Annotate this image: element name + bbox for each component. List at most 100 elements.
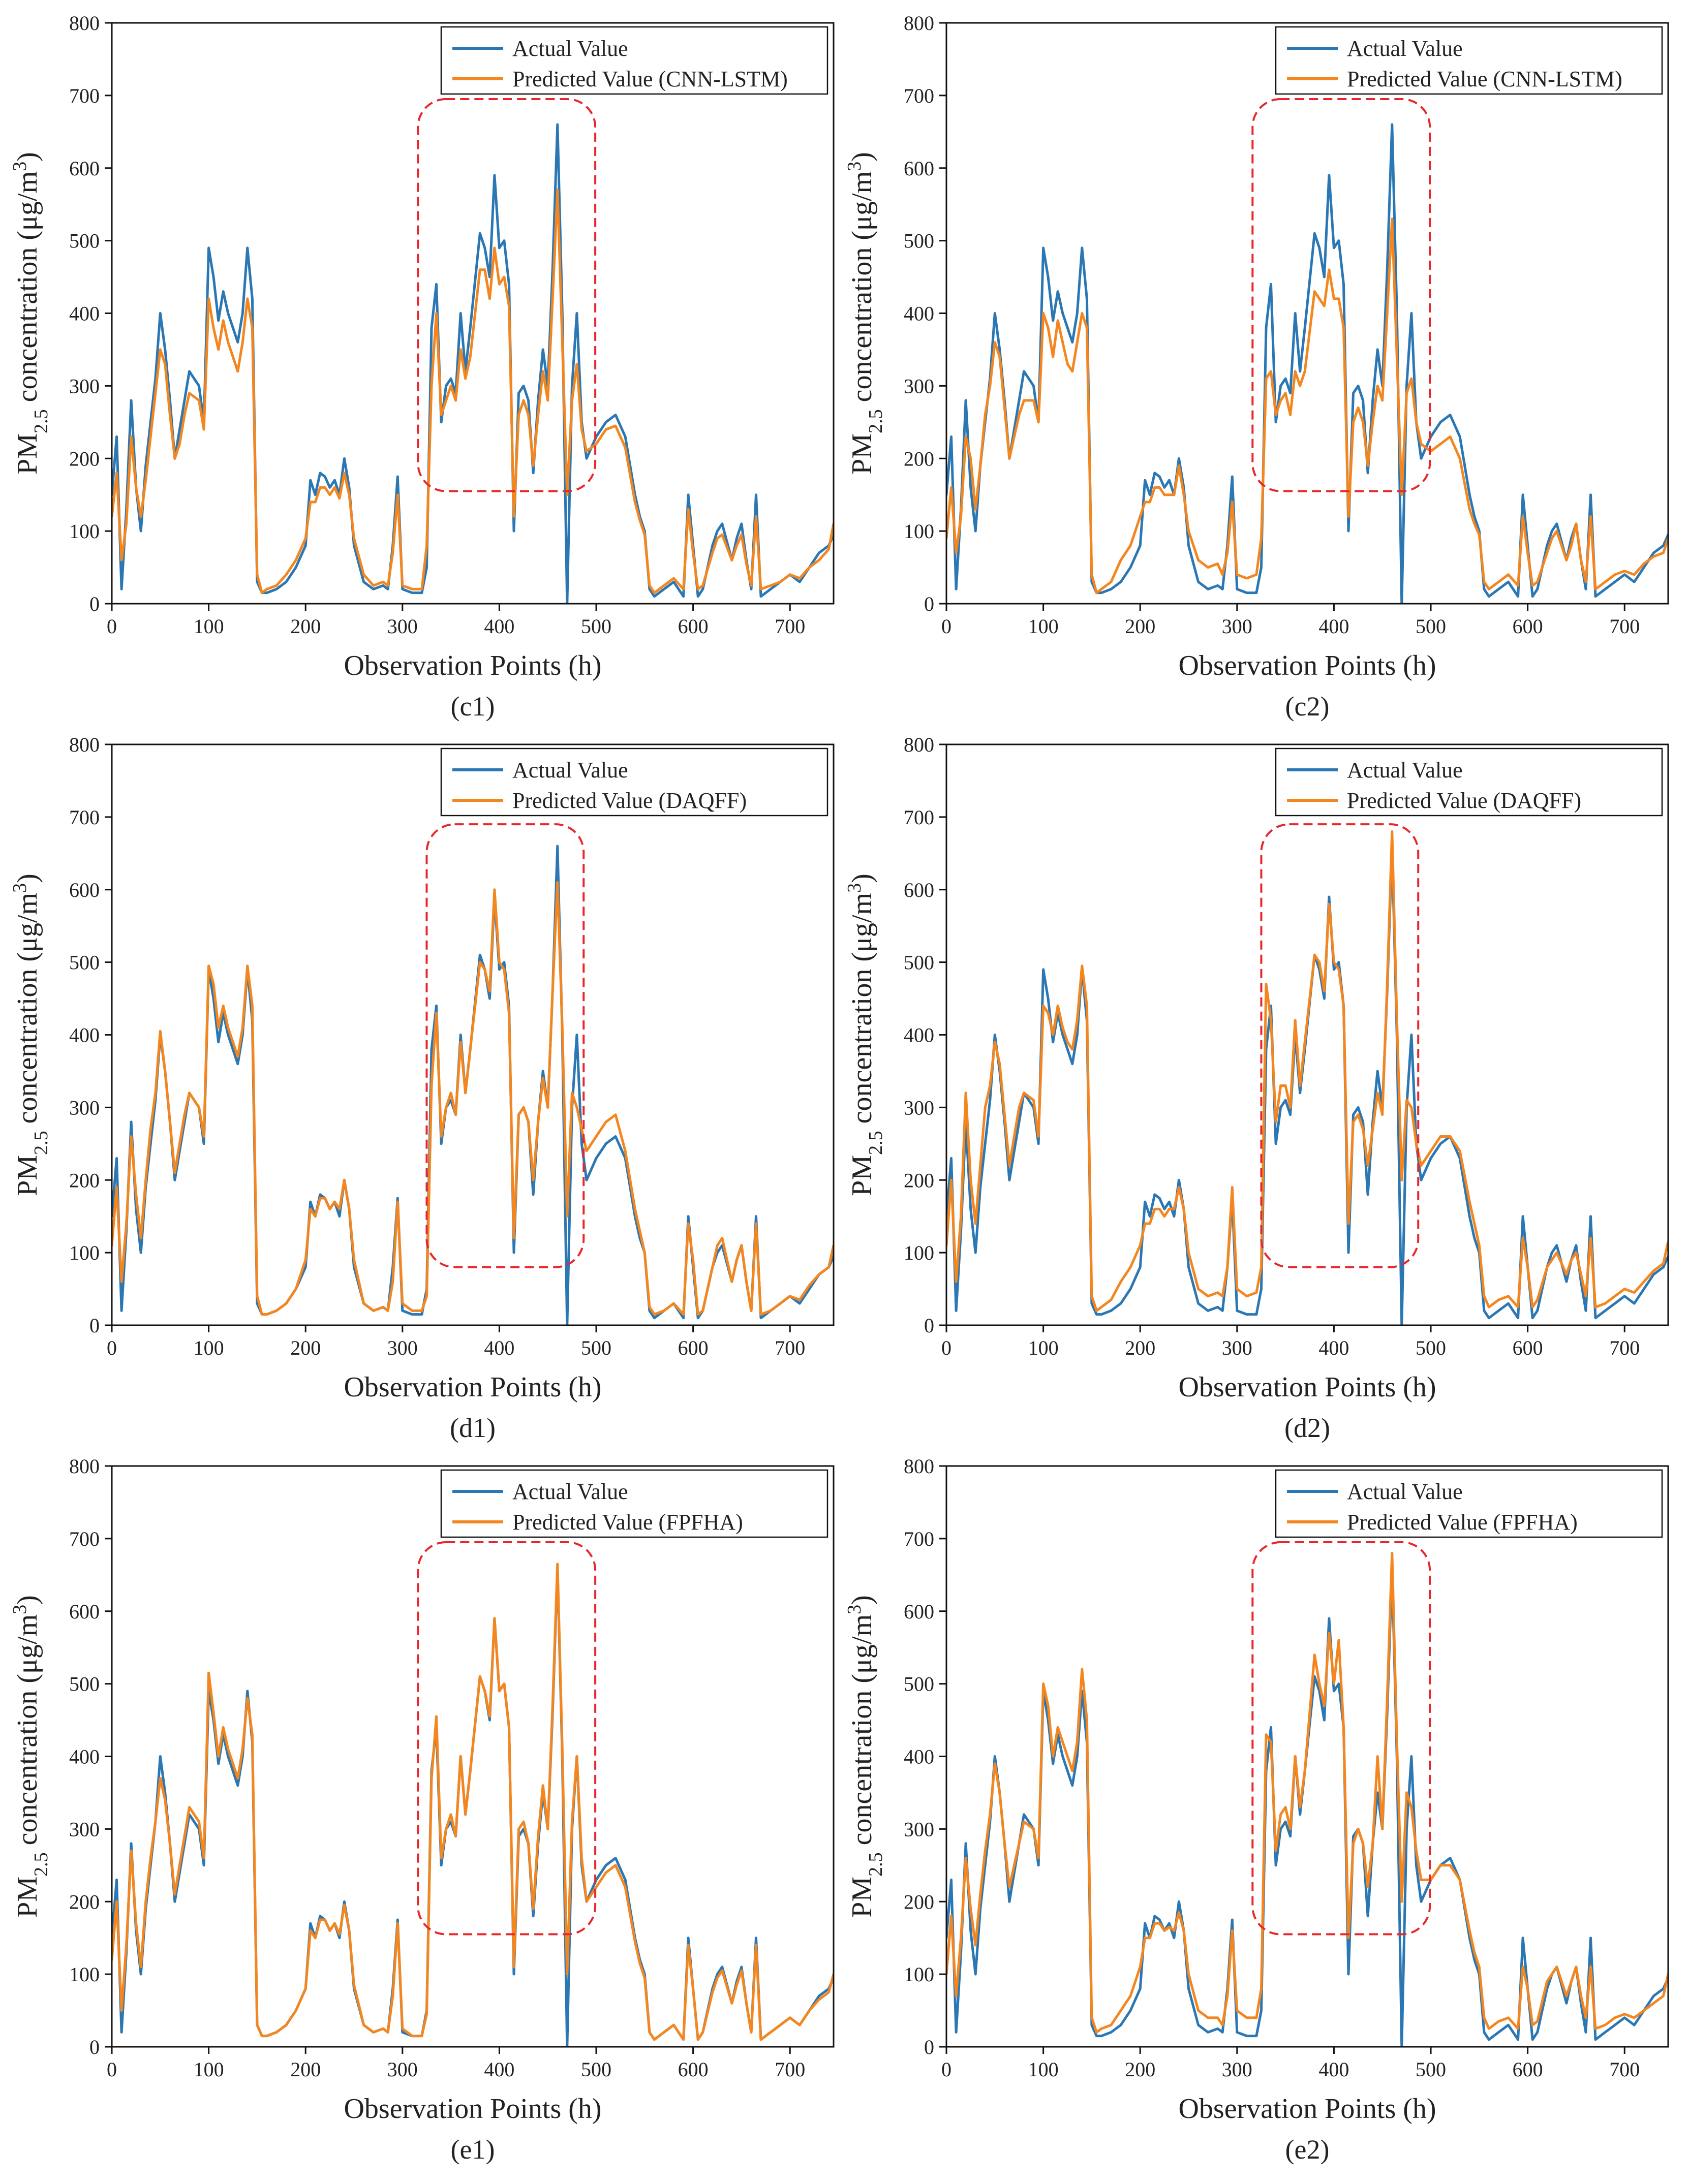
legend-actual-label: Actual Value xyxy=(1347,758,1463,783)
x-tick-label: 700 xyxy=(1609,615,1640,638)
x-tick-label: 300 xyxy=(387,1336,418,1359)
y-tick-label: 700 xyxy=(69,1527,100,1550)
x-tick-label: 400 xyxy=(1318,615,1349,638)
y-axis-label-end: ) xyxy=(846,152,878,162)
y-tick-label: 300 xyxy=(69,375,100,397)
y-axis-label-rest: concentration (μg/m xyxy=(12,171,43,410)
x-tick-label: 300 xyxy=(1222,615,1252,638)
highlight-box xyxy=(417,98,597,492)
highlight-box xyxy=(425,823,585,1268)
y-axis-label: PM2.5 concentration (μg/m3) xyxy=(844,873,886,1196)
x-tick-label: 500 xyxy=(1416,615,1446,638)
actual-value-line xyxy=(112,1566,834,2047)
y-axis-label: PM2.5 concentration (μg/m3) xyxy=(844,152,886,475)
y-axis-label-sup: 3 xyxy=(9,1605,30,1614)
y-axis-label-main: PM xyxy=(846,1155,878,1196)
y-tick-label: 800 xyxy=(904,12,934,35)
y-axis-label-sub: 2.5 xyxy=(865,409,886,433)
y-tick-label: 400 xyxy=(904,302,934,325)
x-tick-label: 100 xyxy=(1028,1336,1059,1359)
x-tick-label: 300 xyxy=(1222,1336,1252,1359)
x-tick-label: 700 xyxy=(1609,1336,1640,1359)
highlight-box xyxy=(417,1541,597,1936)
y-tick-label: 200 xyxy=(69,1169,100,1192)
chart-panel-e1: 0 100 200 300 400 500 600 700 0 100 200 300 400 500 60… xyxy=(9,1455,835,2165)
actual-value-line xyxy=(112,123,834,604)
x-tick-label: 100 xyxy=(194,615,224,638)
x-tick-label: 100 xyxy=(1028,615,1059,638)
x-axis-label: Observation Points (h) xyxy=(1178,2093,1436,2125)
x-axis-label: Observation Points (h) xyxy=(344,2093,601,2125)
predicted-value-line xyxy=(946,217,1668,595)
x-tick-label: 500 xyxy=(581,1336,611,1359)
x-tick-label: 400 xyxy=(484,1336,514,1359)
y-axis-label-main: PM xyxy=(12,433,43,475)
y-tick-label: 100 xyxy=(904,1963,934,1986)
legend-predicted-label: Predicted Value (FPFHA) xyxy=(512,1510,743,1535)
panel-label: (d2) xyxy=(1284,1413,1330,1443)
chart-panel-e2: 0 100 200 300 400 500 600 700 0 100 200 300 400 500 60… xyxy=(844,1455,1669,2165)
x-tick-label: 200 xyxy=(290,615,321,638)
x-tick-label: 100 xyxy=(194,2058,224,2081)
legend-box xyxy=(1275,1469,1663,1538)
y-axis-label-main: PM xyxy=(12,1877,43,1918)
y-tick-label: 0 xyxy=(924,2036,934,2058)
y-tick-label: 100 xyxy=(69,1241,100,1264)
x-tick-label: 600 xyxy=(678,615,709,638)
series-group xyxy=(112,1563,834,2047)
x-tick-label: 500 xyxy=(1416,1336,1446,1359)
highlight-box xyxy=(1260,823,1420,1268)
y-tick-label: 500 xyxy=(69,1673,100,1696)
y-tick-label: 300 xyxy=(904,1818,934,1840)
y-tick-label: 400 xyxy=(69,302,100,325)
y-tick-label: 700 xyxy=(904,806,934,829)
x-tick-label: 0 xyxy=(107,615,117,638)
y-axis-label: PM2.5 concentration (μg/m3) xyxy=(9,152,52,475)
x-tick-label: 400 xyxy=(1318,2058,1349,2081)
legend-box xyxy=(1275,26,1663,95)
predicted-value-line xyxy=(946,1551,1668,2034)
y-tick-label: 600 xyxy=(904,157,934,180)
series-group xyxy=(946,1551,1668,2047)
x-tick-label: 0 xyxy=(107,2058,117,2081)
x-tick-label: 500 xyxy=(1416,2058,1446,2081)
y-axis-label-end: ) xyxy=(12,152,43,162)
y-axis-label-rest: concentration (μg/m xyxy=(12,893,43,1131)
x-tick-label: 700 xyxy=(775,2058,805,2081)
y-tick-label: 800 xyxy=(904,1455,934,1478)
series-group xyxy=(946,830,1668,1325)
predicted-value-line xyxy=(946,830,1668,1312)
series-group xyxy=(112,123,834,604)
legend-predicted-label: Predicted Value (FPFHA) xyxy=(1347,1510,1578,1535)
y-tick-label: 600 xyxy=(69,1600,100,1623)
y-tick-label: 400 xyxy=(69,1024,100,1047)
y-tick-label: 200 xyxy=(69,1890,100,1913)
panel-label: (c1) xyxy=(451,691,495,722)
y-axis-label: PM2.5 concentration (μg/m3) xyxy=(9,873,52,1196)
x-tick-label: 0 xyxy=(941,2058,951,2081)
x-axis-label: Observation Points (h) xyxy=(344,650,601,681)
x-tick-label: 600 xyxy=(1513,615,1543,638)
y-tick-label: 700 xyxy=(904,84,934,107)
y-tick-label: 700 xyxy=(904,1527,934,1550)
legend-actual-label: Actual Value xyxy=(512,1479,628,1504)
x-axis-label: Observation Points (h) xyxy=(1178,1371,1436,1403)
y-tick-label: 400 xyxy=(69,1745,100,1768)
legend-predicted-label: Predicted Value (CNN-LSTM) xyxy=(512,67,788,91)
legend-actual-label: Actual Value xyxy=(512,36,628,61)
predicted-value-line xyxy=(112,881,834,1316)
y-tick-label: 400 xyxy=(904,1745,934,1768)
y-tick-label: 100 xyxy=(904,520,934,543)
x-tick-label: 0 xyxy=(941,615,951,638)
y-axis-label-rest: concentration (μg/m xyxy=(846,1614,878,1853)
y-tick-label: 700 xyxy=(69,806,100,829)
x-tick-label: 400 xyxy=(1318,1336,1349,1359)
chart-panel-d1: 0 100 200 300 400 500 600 700 0 100 200 300 400 500 60… xyxy=(9,733,835,1443)
y-tick-label: 200 xyxy=(69,447,100,470)
y-tick-label: 600 xyxy=(69,879,100,901)
y-axis-label-main: PM xyxy=(846,1877,878,1918)
chart-panel-c1: 0 100 200 300 400 500 600 700 0 100 200 300 400 500 60… xyxy=(9,12,835,722)
x-tick-label: 0 xyxy=(107,1336,117,1359)
x-tick-label: 500 xyxy=(581,615,611,638)
x-axis-label: Observation Points (h) xyxy=(1178,650,1436,681)
